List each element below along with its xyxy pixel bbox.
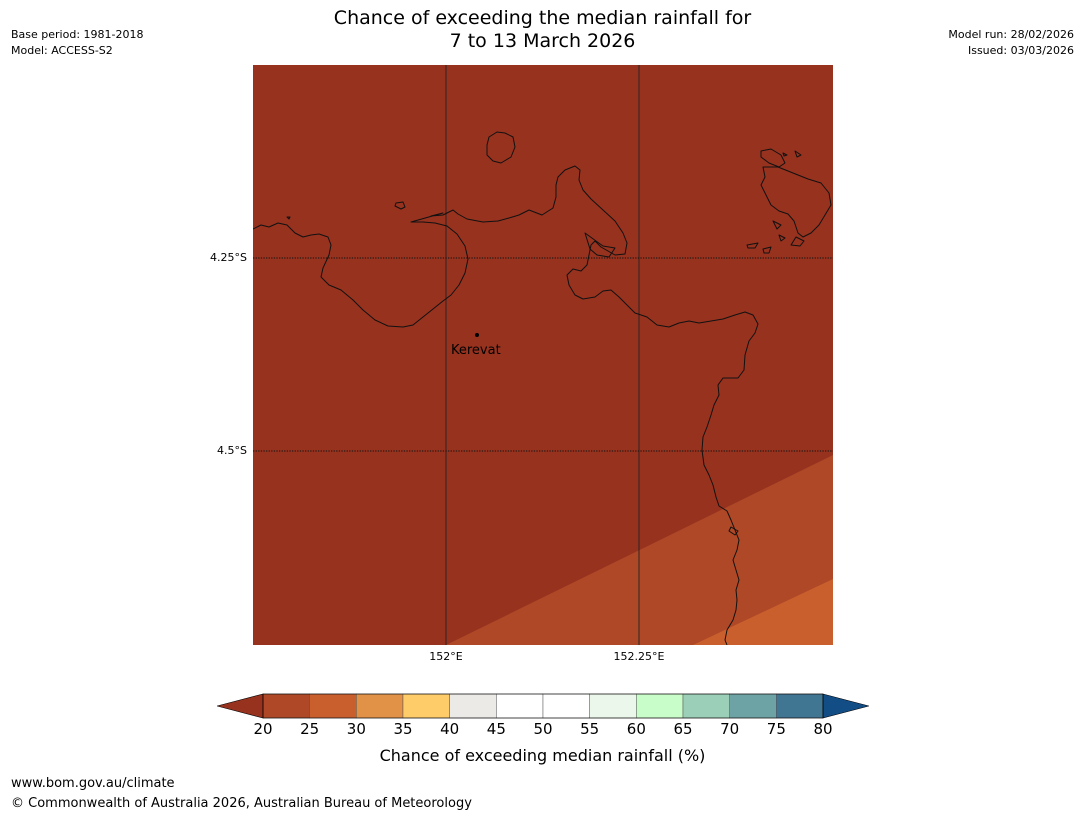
issued-date-text: Issued: 03/03/2026 <box>967 44 1074 57</box>
colorbar-tick-label: 80 <box>813 720 833 738</box>
map-canvas <box>253 65 833 645</box>
colorbar-segment <box>636 693 684 719</box>
map-title-line2: 7 to 13 March 2026 <box>449 30 636 52</box>
colorbar-tick-label: 25 <box>300 720 320 738</box>
colorbar-tick-label: 50 <box>533 720 553 738</box>
model-text: Model: ACCESS-S2 <box>11 44 113 57</box>
colorbar-segments <box>262 693 824 719</box>
colorbar-tick-label: 40 <box>440 720 460 738</box>
colorbar-tick-label: 30 <box>346 720 366 738</box>
longitude-label-152-25e: 152.25°E <box>613 650 665 663</box>
colorbar <box>217 693 869 719</box>
colorbar-under-arrow <box>217 693 264 719</box>
model-run-text: Model run: 28/02/2026 <box>948 28 1074 41</box>
colorbar-segment <box>682 693 730 719</box>
colorbar-segment <box>356 693 404 719</box>
base-period-text: Base period: 1981-2018 <box>11 28 144 41</box>
map-title: Chance of exceeding the median rainfall … <box>0 7 1085 53</box>
coastline <box>253 131 832 645</box>
colorbar-tick-label: 55 <box>580 720 600 738</box>
colorbar-segment <box>589 693 637 719</box>
colorbar-tick-label: 60 <box>626 720 646 738</box>
forecast-map <box>253 65 833 645</box>
colorbar-segment <box>729 693 777 719</box>
colorbar-tick-label: 20 <box>253 720 273 738</box>
latitude-label-4-25s: 4.25°S <box>210 251 247 264</box>
colorbar-segment <box>542 693 590 719</box>
place-label-kerevat: Kerevat <box>451 343 501 358</box>
footer-copyright: © Commonwealth of Australia 2026, Austra… <box>11 796 472 811</box>
map-title-line1: Chance of exceeding the median rainfall … <box>333 7 752 29</box>
colorbar-segment <box>402 693 450 719</box>
colorbar-tick-label: 45 <box>486 720 506 738</box>
colorbar-segment <box>496 693 544 719</box>
colorbar-label: Chance of exceeding median rainfall (%) <box>379 746 706 765</box>
colorbar-segment <box>262 693 310 719</box>
forecast-metadata-left: Base period: 1981-2018 Model: ACCESS-S2 <box>11 27 143 59</box>
colorbar-tick-label: 75 <box>766 720 786 738</box>
colorbar-tick-label: 65 <box>673 720 693 738</box>
footer-url: www.bom.gov.au/climate <box>11 776 175 791</box>
colorbar-segment <box>309 693 357 719</box>
forecast-metadata-right: Model run: 28/02/2026 Issued: 03/03/2026 <box>948 27 1074 59</box>
colorbar-segment <box>449 693 497 719</box>
longitude-label-152e: 152°E <box>429 650 463 663</box>
colorbar-frame <box>262 693 824 719</box>
colorbar-over-arrow <box>822 693 869 719</box>
colorbar-segment <box>776 693 824 719</box>
kerevat-location-dot <box>475 333 479 337</box>
colorbar-tick-label: 35 <box>393 720 413 738</box>
latitude-label-4-5s: 4.5°S <box>217 444 247 457</box>
colorbar-tick-label: 70 <box>720 720 740 738</box>
